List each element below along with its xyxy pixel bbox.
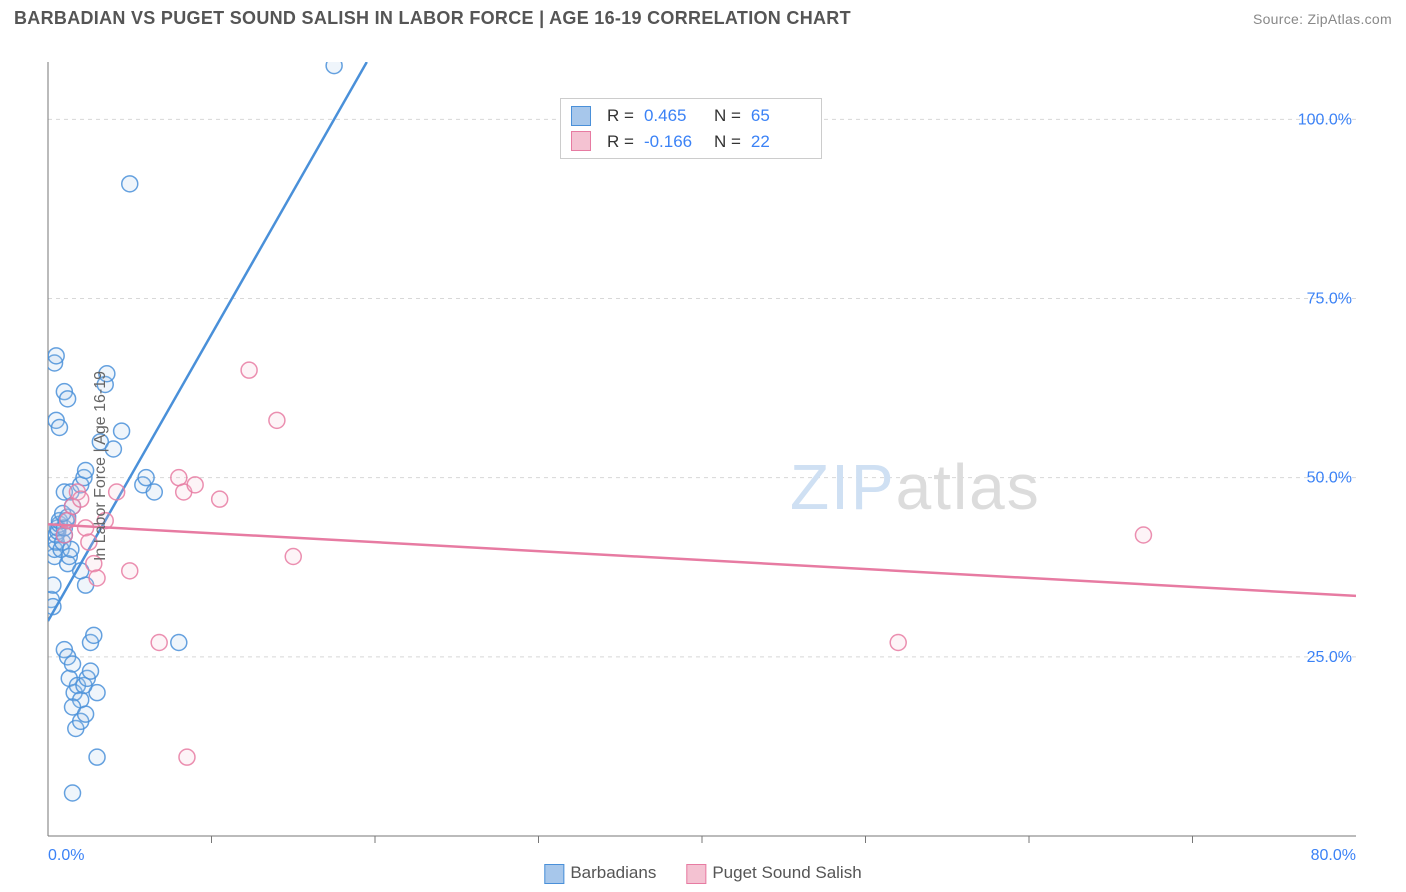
n-value: 22 <box>751 129 811 155</box>
correlation-stats-legend: R = 0.465 N = 65 R = -0.166 N = 22 <box>560 98 822 159</box>
scatter-chart: 25.0% 50.0% 75.0% 100.0% 0.0% 80.0% <box>0 40 1406 892</box>
legend-label: Barbadians <box>570 863 656 882</box>
chart-area: In Labor Force | Age 16-19 25.0% 50.0% 75.… <box>0 40 1406 892</box>
legend-swatch <box>686 864 706 884</box>
title-bar: BARBADIAN VS PUGET SOUND SALISH IN LABOR… <box>14 8 1392 29</box>
legend-swatch <box>571 106 591 126</box>
stat-row: R = -0.166 N = 22 <box>571 129 811 155</box>
r-value: -0.166 <box>644 129 704 155</box>
legend-item: Puget Sound Salish <box>686 863 861 884</box>
stat-row: R = 0.465 N = 65 <box>571 103 811 129</box>
chart-title: BARBADIAN VS PUGET SOUND SALISH IN LABOR… <box>14 8 851 29</box>
y-axis-label: In Labor Force | Age 16-19 <box>92 371 110 561</box>
r-label: R = <box>607 103 634 129</box>
legend-swatch <box>544 864 564 884</box>
n-label: N = <box>714 129 741 155</box>
source-label: Source: ZipAtlas.com <box>1253 11 1392 27</box>
svg-text:80.0%: 80.0% <box>1311 847 1356 864</box>
r-value: 0.465 <box>644 103 704 129</box>
n-value: 65 <box>751 103 811 129</box>
svg-text:0.0%: 0.0% <box>48 847 84 864</box>
legend-item: Barbadians <box>544 863 656 884</box>
n-label: N = <box>714 103 741 129</box>
legend-label: Puget Sound Salish <box>712 863 861 882</box>
r-label: R = <box>607 129 634 155</box>
svg-text:100.0%: 100.0% <box>1298 111 1352 128</box>
series-legend: Barbadians Puget Sound Salish <box>544 863 861 884</box>
legend-swatch <box>571 131 591 151</box>
svg-text:50.0%: 50.0% <box>1307 470 1352 487</box>
svg-text:25.0%: 25.0% <box>1307 649 1352 666</box>
svg-text:75.0%: 75.0% <box>1307 291 1352 308</box>
